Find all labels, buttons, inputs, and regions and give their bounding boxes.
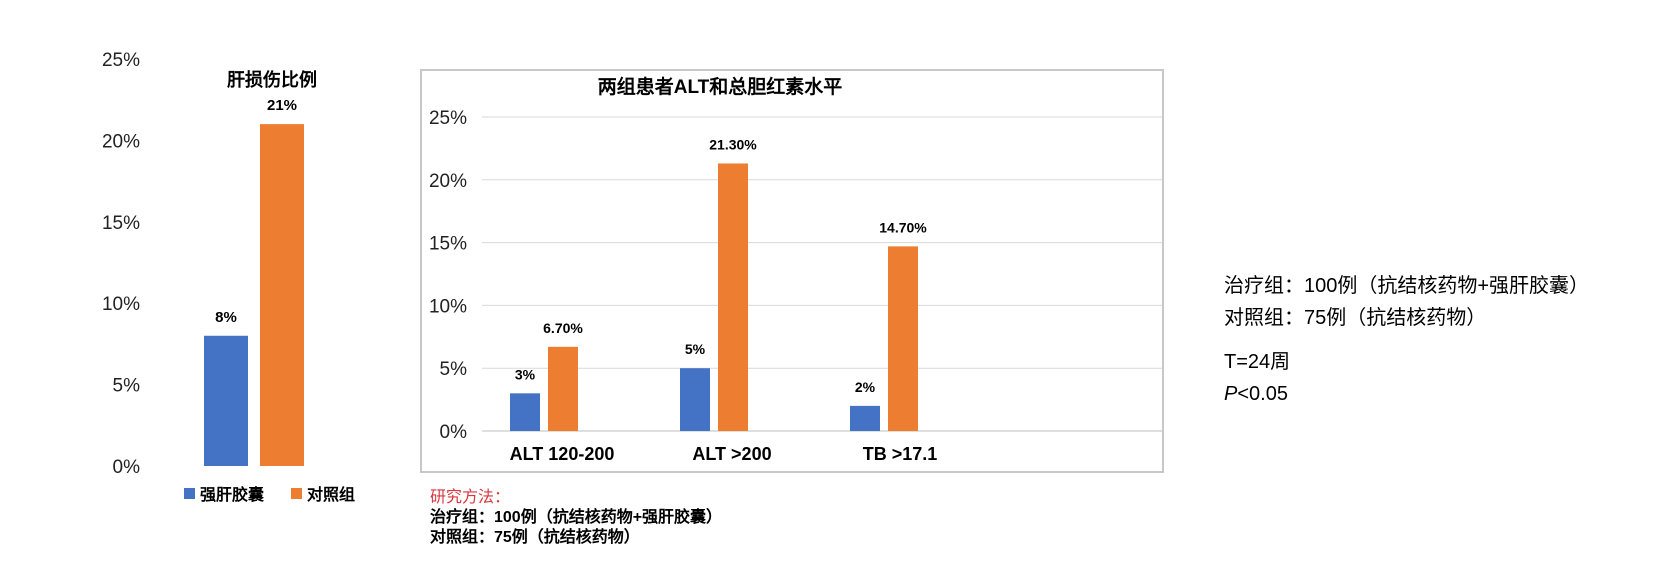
side-control-line: 对照组：75例（抗结核药物） [1224, 307, 1487, 329]
alt-tb-chart-frame: 两组患者ALT和总胆红素水平 0% 5% 10% 15% 20% 25% 3% 6.70% ALT… [420, 69, 1164, 473]
x-category-label: TB >17.1 [863, 444, 938, 464]
data-label: 21.30% [709, 136, 757, 152]
bar-treatment [510, 393, 540, 431]
side-p-value: P<0.05 [1224, 378, 1589, 410]
alt-tb-chart: 两组患者ALT和总胆红素水平 0% 5% 10% 15% 20% 25% 3% 6.70% ALT… [429, 75, 1162, 464]
method-title: 研究方法： [430, 489, 511, 506]
chart-title: 两组患者ALT和总胆红素水平 [598, 75, 843, 98]
data-label: 8% [215, 309, 237, 326]
data-label: 3% [515, 366, 536, 382]
bar-treatment [680, 368, 710, 431]
y-tick-label: 20% [102, 131, 140, 152]
legend-swatch [184, 488, 195, 499]
legend-swatch [291, 488, 302, 499]
y-tick-label: 20% [429, 171, 467, 192]
y-tick-label: 15% [429, 234, 467, 255]
method-control-line: 对照组：75例（抗结核药物） [430, 529, 640, 546]
p-threshold: <0.05 [1237, 383, 1288, 405]
side-note: 治疗组：100例（抗结核药物+强肝胶囊） 对照组：75例（抗结核药物） T=24… [1224, 270, 1589, 410]
bar-control [718, 163, 748, 432]
method-treatment-line: 治疗组：100例（抗结核药物+强肝胶囊） [430, 509, 723, 526]
y-tick-label: 10% [429, 296, 467, 317]
y-tick-label: 25% [102, 50, 140, 71]
y-tick-label: 0% [113, 457, 141, 478]
bar-control [260, 124, 304, 467]
y-tick-label: 5% [113, 376, 141, 397]
liver-injury-chart: 0% 5% 10% 15% 20% 25% 肝损伤比例 8% 21% 强肝胶囊 对照组 [102, 50, 355, 504]
bar-treatment [850, 405, 880, 431]
data-label: 6.70% [543, 320, 583, 336]
data-label: 14.70% [879, 219, 927, 235]
data-label: 5% [685, 341, 706, 357]
y-tick-label: 5% [440, 359, 468, 380]
data-label: 21% [267, 97, 297, 114]
y-tick-label: 0% [440, 422, 468, 443]
bar-control [888, 246, 918, 431]
chart-title: 肝损伤比例 [227, 69, 317, 90]
bar-control [548, 346, 578, 431]
bar-treatment [204, 335, 248, 466]
x-category-label: ALT >200 [692, 444, 771, 464]
y-tick-label: 15% [102, 213, 140, 234]
p-letter: P [1224, 383, 1238, 405]
y-tick-label: 25% [429, 108, 467, 129]
side-duration: T=24周 [1224, 351, 1291, 373]
side-treatment-line: 治疗组：100例（抗结核药物+强肝胶囊） [1224, 275, 1590, 297]
legend-label: 对照组 [307, 485, 355, 504]
x-category-label: ALT 120-200 [510, 444, 615, 464]
y-tick-label: 10% [102, 294, 140, 315]
legend-label: 强肝胶囊 [200, 485, 265, 504]
study-method: 研究方法： 治疗组：100例（抗结核药物+强肝胶囊） 对照组：75例（抗结核药物… [430, 488, 722, 548]
data-label: 2% [855, 379, 876, 395]
